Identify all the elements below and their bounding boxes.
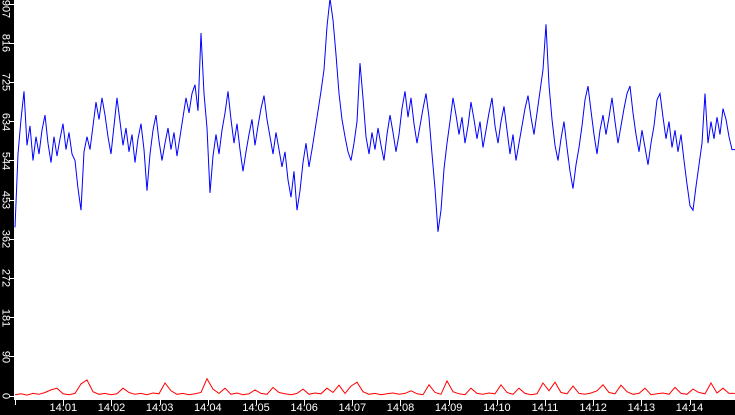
y-tick: [9, 277, 14, 279]
y-tick: [9, 395, 14, 397]
x-tick-label: 14:12: [579, 402, 607, 414]
y-axis: 0 90 181 272 362 453 544 634 725 816 907: [0, 0, 14, 400]
x-tick: [545, 400, 546, 405]
y-tick: [9, 121, 14, 123]
y-tick: [9, 160, 14, 162]
y-tick: [9, 317, 14, 319]
x-tick: [255, 400, 257, 405]
x-tick-label: 14:07: [338, 402, 367, 414]
x-axis: 14:01 14:02 14:03 14:04 14:05 14:06 14:07 14:08…: [0, 400, 735, 415]
x-tick: [352, 400, 354, 405]
x-tick: [689, 400, 691, 405]
x-tick: [304, 400, 306, 405]
series-primary-line: [14, 0, 735, 232]
x-tick-label: 14:04: [194, 402, 222, 414]
x-tick-label: 14:14: [675, 402, 704, 414]
x-tick: [400, 400, 402, 405]
x-tick: [641, 400, 643, 405]
plot-canvas: [14, 0, 735, 396]
y-tick: [9, 42, 14, 44]
x-tick-label: 14:11: [531, 402, 559, 414]
x-tick-label: 14:10: [483, 402, 511, 414]
x-tick-label: 14:03: [145, 402, 174, 414]
x-tick-label: 14:09: [434, 402, 463, 414]
x-tick-label: 14:08: [386, 402, 415, 414]
y-tick: [9, 199, 14, 201]
x-tick: [159, 400, 161, 405]
x-tick-label: 14:05: [242, 402, 270, 414]
x-tick: [593, 400, 595, 405]
x-tick: [111, 400, 113, 405]
x-tick: [448, 400, 450, 405]
y-tick: [9, 3, 14, 5]
x-tick: [63, 400, 65, 405]
x-tick: [496, 400, 498, 405]
series-secondary-line: [14, 377, 735, 396]
y-tick: [9, 356, 14, 358]
x-tick-label: 14:06: [290, 402, 318, 414]
x-tick-label: 14:13: [627, 402, 656, 414]
y-tick: [9, 238, 14, 240]
x-tick: [207, 400, 209, 405]
x-tick-label: 14:02: [97, 402, 126, 414]
x-edge-tick: [15, 400, 16, 405]
plot-area: [14, 0, 735, 400]
y-tick: [9, 81, 14, 83]
x-tick-label: 14:01: [49, 402, 78, 414]
